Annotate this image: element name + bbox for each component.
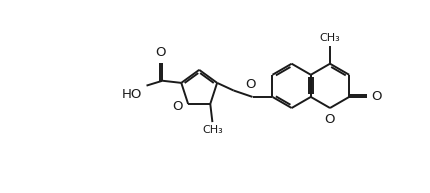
Text: O: O	[172, 100, 183, 113]
Text: CH₃: CH₃	[319, 33, 341, 43]
Text: O: O	[155, 46, 166, 59]
Text: O: O	[245, 78, 256, 91]
Text: O: O	[325, 113, 335, 126]
Text: HO: HO	[122, 88, 142, 101]
Text: CH₃: CH₃	[202, 125, 223, 135]
Text: O: O	[372, 91, 382, 103]
